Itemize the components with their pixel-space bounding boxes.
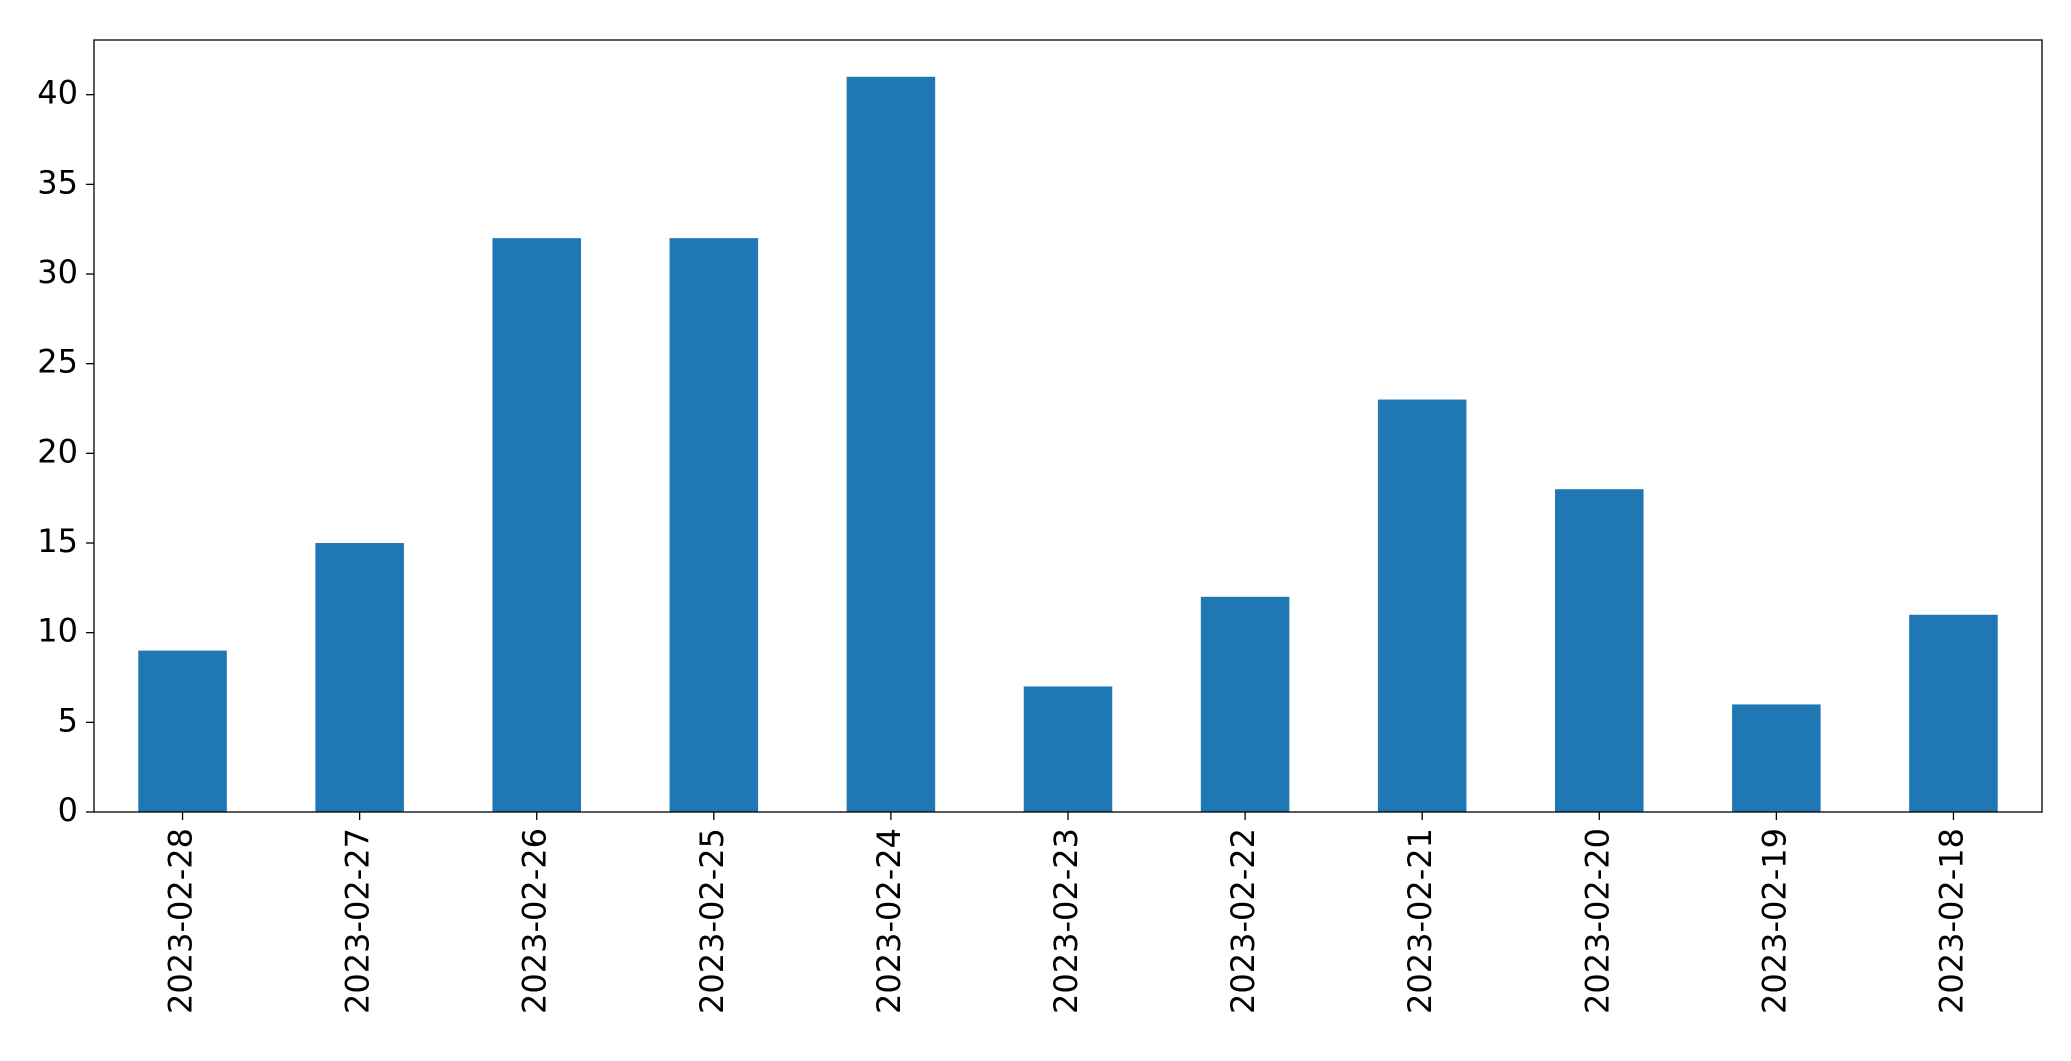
x-tick-label: 2023-02-19 bbox=[1755, 828, 1793, 1014]
bar bbox=[846, 76, 936, 812]
y-tick-label: 5 bbox=[58, 701, 78, 739]
bar bbox=[1377, 399, 1467, 812]
x-tick-label: 2023-02-23 bbox=[1047, 828, 1085, 1014]
y-tick-label: 0 bbox=[58, 791, 78, 829]
y-tick-label: 35 bbox=[37, 163, 78, 201]
x-tick-label: 2023-02-26 bbox=[516, 828, 554, 1014]
x-tick-label: 2023-02-21 bbox=[1401, 828, 1439, 1014]
x-tick-label: 2023-02-18 bbox=[1932, 828, 1970, 1014]
y-tick-label: 40 bbox=[37, 74, 78, 112]
x-tick-label: 2023-02-25 bbox=[693, 828, 731, 1014]
y-tick-label: 10 bbox=[37, 612, 78, 650]
bar bbox=[492, 238, 581, 812]
x-tick-label: 2023-02-20 bbox=[1578, 828, 1616, 1014]
bar bbox=[1732, 704, 1821, 812]
bar bbox=[315, 543, 404, 812]
y-tick-label: 30 bbox=[37, 253, 78, 291]
bar bbox=[138, 650, 227, 812]
bar bbox=[669, 238, 759, 812]
plot-frame bbox=[93, 39, 2043, 813]
x-tick-label: 2023-02-28 bbox=[162, 828, 200, 1014]
bar bbox=[1023, 686, 1113, 812]
x-tick-label: 2023-02-22 bbox=[1224, 828, 1262, 1014]
y-tick-label: 25 bbox=[37, 343, 78, 381]
y-tick-label: 15 bbox=[37, 522, 78, 560]
x-tick-label: 2023-02-24 bbox=[870, 828, 908, 1014]
y-tick-label: 20 bbox=[37, 432, 78, 470]
x-tick-label: 2023-02-27 bbox=[339, 828, 377, 1014]
bar bbox=[1909, 614, 1998, 812]
bar bbox=[1555, 489, 1644, 812]
bar bbox=[1200, 596, 1290, 812]
